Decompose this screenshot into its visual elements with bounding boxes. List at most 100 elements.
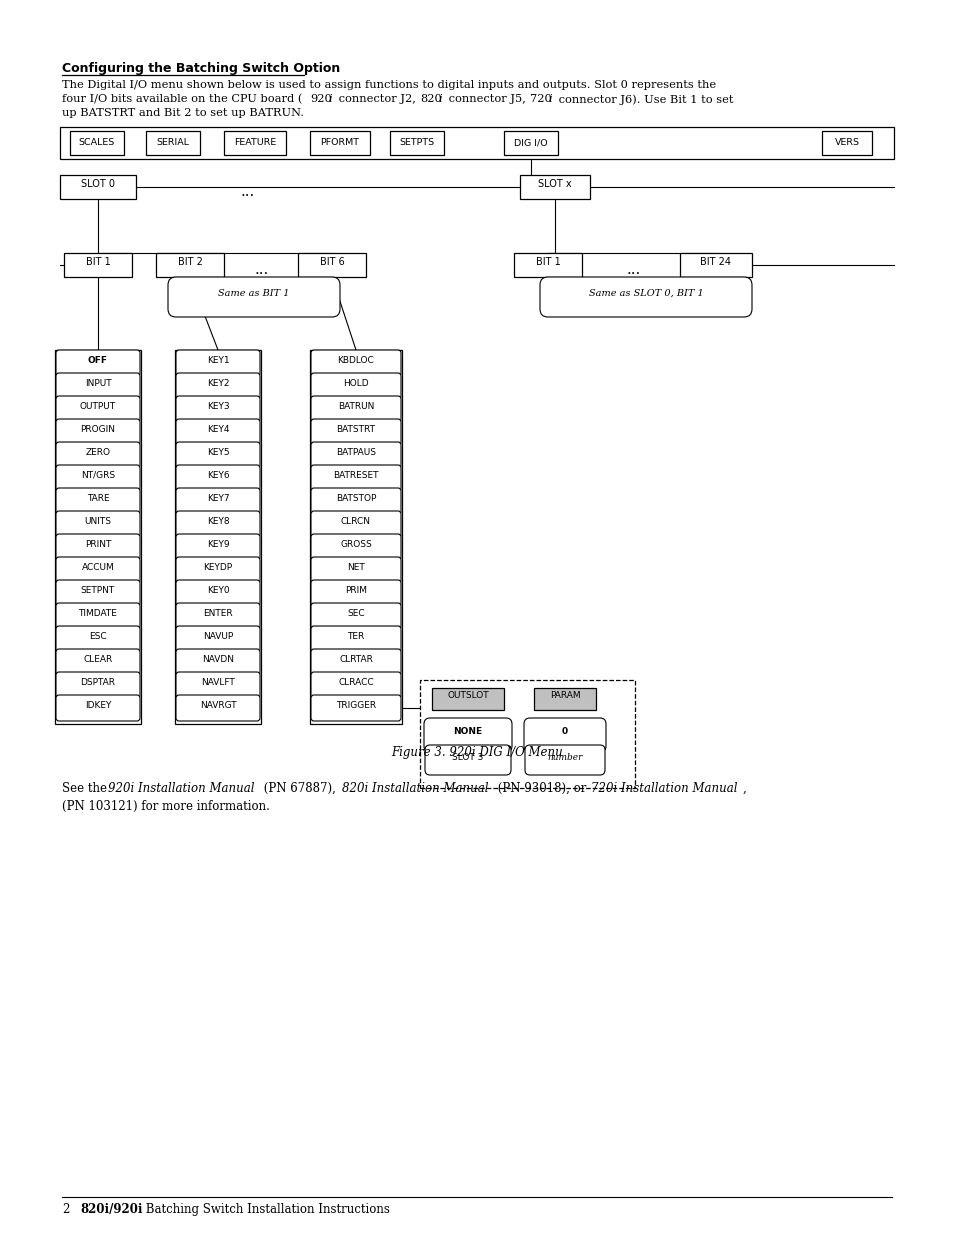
Text: FEATURE: FEATURE	[233, 138, 275, 147]
Bar	[310, 350, 401, 724]
Text: DSPTAR: DSPTAR	[80, 678, 115, 687]
Bar	[64, 253, 132, 277]
Text: OFF: OFF	[88, 356, 108, 366]
Text: BATRUN: BATRUN	[337, 403, 374, 411]
Text: 920i Installation Manual: 920i Installation Manual	[108, 782, 254, 795]
FancyBboxPatch shape	[175, 534, 260, 559]
Text: VERS: VERS	[834, 138, 859, 147]
Text: Figure 3. 920i DIG I/O Menu: Figure 3. 920i DIG I/O Menu	[391, 746, 562, 760]
Text: DIG I/O: DIG I/O	[514, 138, 547, 147]
Text: NAVDN: NAVDN	[202, 655, 233, 664]
Text: KEYDP: KEYDP	[203, 563, 233, 572]
FancyBboxPatch shape	[56, 557, 140, 583]
Bar	[679, 253, 751, 277]
Text: SCALES: SCALES	[79, 138, 115, 147]
FancyBboxPatch shape	[539, 277, 751, 317]
FancyBboxPatch shape	[56, 626, 140, 652]
Text: KEY5: KEY5	[207, 448, 229, 457]
Text: ...: ...	[254, 263, 269, 277]
Bar	[55, 350, 141, 724]
Text: NAVUP: NAVUP	[203, 632, 233, 641]
Text: GROSS: GROSS	[340, 540, 372, 550]
FancyBboxPatch shape	[424, 745, 511, 776]
FancyBboxPatch shape	[311, 442, 400, 468]
FancyBboxPatch shape	[311, 419, 400, 445]
Bar	[390, 131, 443, 156]
Text: number: number	[547, 753, 582, 762]
FancyBboxPatch shape	[311, 511, 400, 537]
FancyBboxPatch shape	[311, 672, 400, 698]
Text: NT/GRS: NT/GRS	[81, 471, 115, 480]
Text: 720i Installation Manual: 720i Installation Manual	[590, 782, 737, 795]
Text: (PN 67887),: (PN 67887),	[260, 782, 339, 795]
Text: TER: TER	[347, 632, 364, 641]
FancyBboxPatch shape	[175, 650, 260, 676]
Text: i: i	[437, 94, 441, 104]
Text: TARE: TARE	[87, 494, 110, 503]
Text: TIMDATE: TIMDATE	[78, 609, 117, 618]
Text: KEY4: KEY4	[207, 425, 229, 433]
Bar	[60, 127, 893, 159]
Text: connector J5,: connector J5,	[444, 94, 529, 104]
FancyBboxPatch shape	[175, 350, 260, 375]
Text: OUTPUT: OUTPUT	[80, 403, 116, 411]
Text: BIT 2: BIT 2	[177, 257, 202, 267]
Text: Configuring the Batching Switch Option: Configuring the Batching Switch Option	[62, 62, 340, 75]
Text: KEY9: KEY9	[207, 540, 229, 550]
Text: INPUT: INPUT	[85, 379, 112, 388]
FancyBboxPatch shape	[175, 488, 260, 514]
Text: i: i	[328, 94, 332, 104]
FancyBboxPatch shape	[175, 695, 260, 721]
Text: i: i	[547, 94, 551, 104]
Text: SETPTS: SETPTS	[399, 138, 435, 147]
Text: NONE: NONE	[453, 727, 482, 736]
Bar	[514, 253, 581, 277]
Text: CLEAR: CLEAR	[83, 655, 112, 664]
FancyBboxPatch shape	[311, 396, 400, 422]
Text: KEY8: KEY8	[207, 517, 229, 526]
Text: SLOT 0: SLOT 0	[81, 179, 115, 189]
FancyBboxPatch shape	[311, 603, 400, 629]
Text: 820i Installation Manual: 820i Installation Manual	[341, 782, 488, 795]
FancyBboxPatch shape	[56, 396, 140, 422]
FancyBboxPatch shape	[175, 557, 260, 583]
Text: 2: 2	[62, 1203, 70, 1216]
Bar	[519, 175, 589, 199]
FancyBboxPatch shape	[56, 672, 140, 698]
Text: SLOT 3: SLOT 3	[452, 753, 483, 762]
Text: KEY6: KEY6	[207, 471, 229, 480]
Bar	[534, 688, 596, 710]
Text: OUTSLOT: OUTSLOT	[447, 692, 488, 700]
Text: 820: 820	[419, 94, 441, 104]
FancyBboxPatch shape	[175, 603, 260, 629]
FancyBboxPatch shape	[311, 534, 400, 559]
Text: PARAM: PARAM	[549, 692, 579, 700]
Bar	[821, 131, 871, 156]
Text: KEY3: KEY3	[207, 403, 229, 411]
FancyBboxPatch shape	[56, 442, 140, 468]
Text: ENTER: ENTER	[203, 609, 233, 618]
Text: KEY7: KEY7	[207, 494, 229, 503]
Text: The Digital I/O menu shown below is used to assign functions to digital inputs a: The Digital I/O menu shown below is used…	[62, 80, 716, 90]
Text: PRINT: PRINT	[85, 540, 112, 550]
Text: NAVLFT: NAVLFT	[201, 678, 234, 687]
Bar	[297, 253, 366, 277]
Bar	[146, 131, 200, 156]
Text: ACCUM: ACCUM	[82, 563, 114, 572]
Bar	[432, 688, 503, 710]
Text: PRIM: PRIM	[345, 585, 367, 595]
FancyBboxPatch shape	[311, 488, 400, 514]
FancyBboxPatch shape	[175, 466, 260, 492]
Text: KBDLOC: KBDLOC	[337, 356, 374, 366]
FancyBboxPatch shape	[311, 350, 400, 375]
Text: BIT 6: BIT 6	[319, 257, 344, 267]
Bar	[156, 253, 224, 277]
FancyBboxPatch shape	[311, 373, 400, 399]
Text: up BATSTRT and Bit 2 to set up BATRUN.: up BATSTRT and Bit 2 to set up BATRUN.	[62, 107, 304, 119]
Bar	[310, 131, 370, 156]
FancyBboxPatch shape	[175, 626, 260, 652]
FancyBboxPatch shape	[311, 466, 400, 492]
Text: BATRESET: BATRESET	[333, 471, 378, 480]
FancyBboxPatch shape	[175, 442, 260, 468]
FancyBboxPatch shape	[311, 650, 400, 676]
